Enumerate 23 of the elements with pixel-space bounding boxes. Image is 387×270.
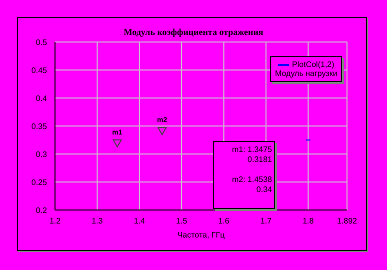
legend-title: Модуль нагрузки [275,69,338,78]
annotation: 0.3181 [246,155,272,165]
x-tick-label: 1.6 [218,216,230,226]
x-tick-label: 1.3 [92,216,104,226]
x-tick-label: 1.4 [134,216,146,226]
x-tick-label: 1.8 [302,216,314,226]
annotation: 0.34 [255,185,272,195]
y-tick-label: 0.45 [31,66,48,75]
x-tick-label: 1.892 [336,216,358,226]
y-tick-label: 0.25 [31,178,48,187]
x-tick-label: 1.5 [176,216,188,226]
y-tick-label: 0.5 [36,38,48,47]
x-tick-label: 1.2 [49,216,62,226]
legend-label: PlotCol(1,2) [292,60,334,69]
annotation: m2: 1.4538 [230,175,272,185]
y-tick-label: 0.2 [36,206,48,215]
chart-title: Модуль коэффициента отражения [122,27,264,37]
y-tick-label: 0.3 [36,150,48,159]
x-tick-label: 1.7 [260,216,272,226]
x-axis-title: Частота, ГГц [177,230,226,240]
y-tick-label: 0.35 [31,122,48,131]
annotation: m1: 1.3475 [230,145,272,155]
y-tick-label: 0.4 [36,94,48,103]
